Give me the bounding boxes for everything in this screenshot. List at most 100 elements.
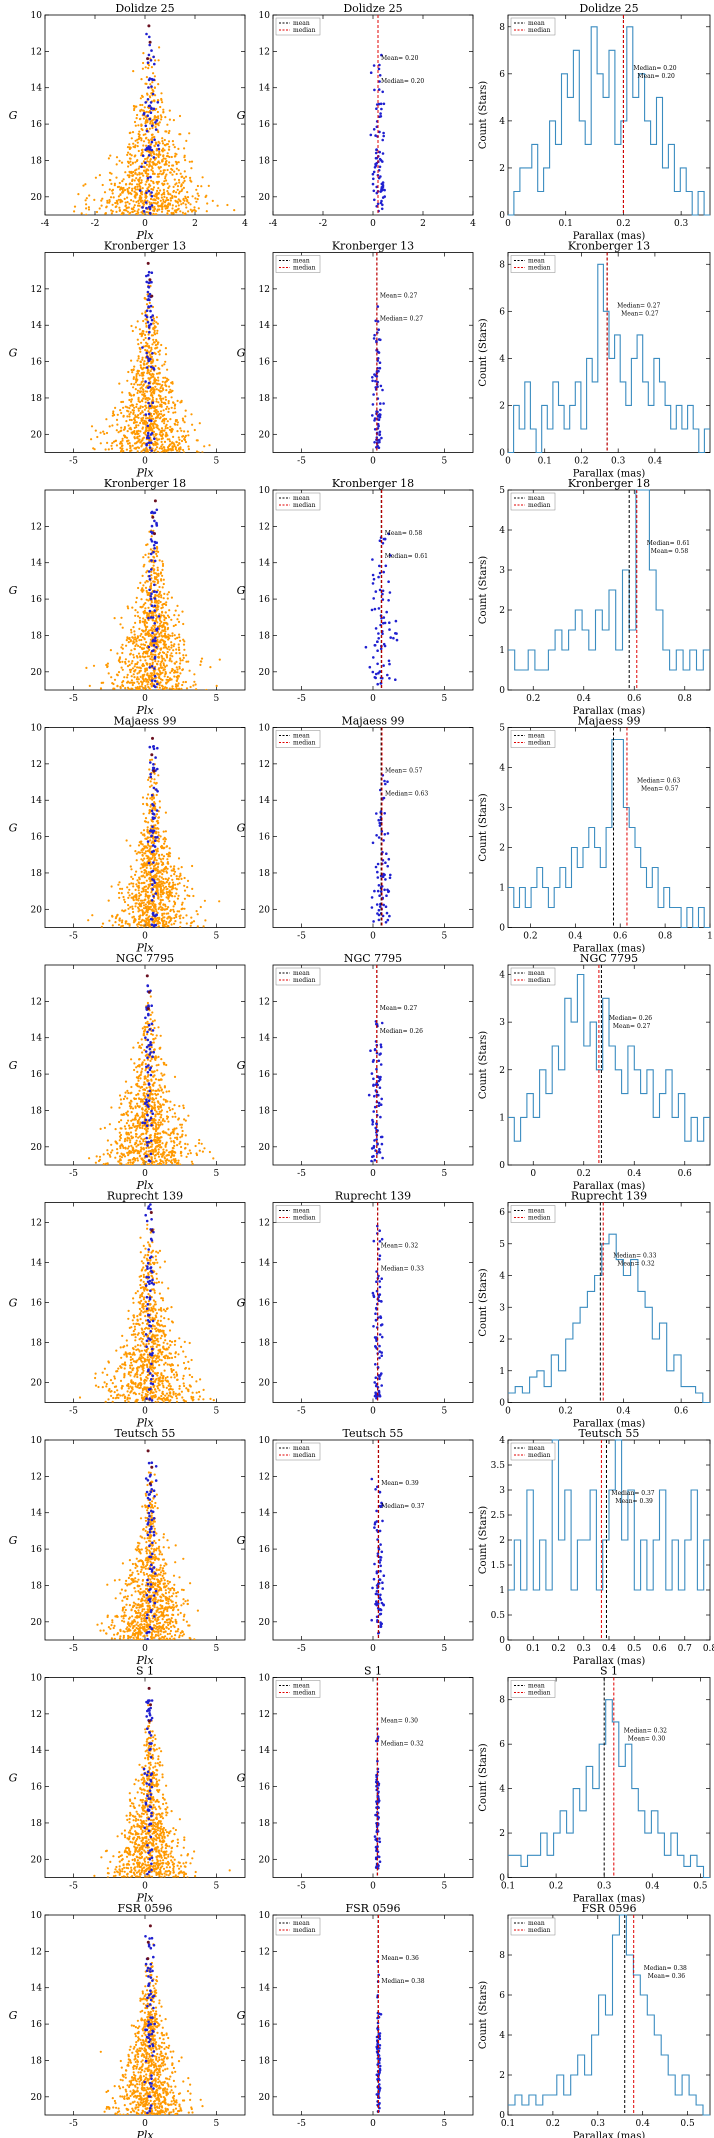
field-star-point [155, 321, 158, 324]
cmd-ytick-label: 14 [31, 796, 43, 806]
field-star-point [154, 380, 157, 383]
field-star-point [107, 672, 110, 675]
member-star-point [383, 779, 386, 783]
field-star-point [144, 348, 147, 352]
field-star-point [140, 685, 143, 688]
field-star-point [125, 436, 129, 439]
member-star-point [150, 77, 154, 81]
field-star-point [147, 179, 150, 182]
field-star-point [153, 153, 156, 156]
field-star-point [131, 174, 134, 177]
field-star-point [150, 374, 153, 377]
field-star-point [160, 193, 163, 196]
field-star-point [119, 409, 122, 412]
field-star-point [155, 793, 158, 797]
row-kronberger-18: Kronberger 18-5 0 51214161820PlxGKronberge… [9, 477, 711, 717]
member-star-point [145, 280, 148, 284]
field-star-point [177, 646, 180, 649]
field-star-point [168, 161, 171, 164]
field-star-point [171, 173, 174, 176]
field-star-point [133, 647, 136, 650]
field-star-point [111, 442, 114, 445]
member-star-point [155, 508, 159, 512]
members-ytick-label: 14 [259, 321, 271, 331]
member-star-point [153, 437, 156, 441]
members-title: Dolidze 25 [343, 2, 402, 15]
field-star-point [164, 175, 167, 178]
field-star-point [158, 617, 161, 621]
member-star-point [153, 583, 156, 587]
field-star-point [177, 894, 180, 897]
field-star-point [145, 866, 148, 870]
field-star-point [154, 848, 157, 851]
member-star-point [152, 156, 156, 159]
field-star-point [142, 565, 145, 568]
field-star-point [106, 665, 109, 668]
field-star-point [144, 199, 147, 202]
field-star-point [149, 122, 152, 125]
field-star-point [120, 426, 123, 429]
field-star-point [126, 201, 129, 204]
field-star-point [136, 656, 139, 659]
field-star-point [146, 591, 149, 594]
field-star-point [181, 188, 184, 191]
field-star-point [176, 399, 179, 402]
field-star-point [160, 173, 163, 176]
field-star-point [152, 624, 155, 627]
field-star-point [178, 114, 182, 118]
members-ytick-label: 16 [259, 358, 271, 368]
field-star-point [118, 382, 121, 385]
member-star-point [147, 337, 151, 340]
field-star-point [135, 662, 139, 666]
field-star-point [134, 124, 137, 127]
member-star-point [377, 671, 380, 675]
field-star-point [152, 611, 155, 614]
field-star-point [155, 813, 159, 816]
field-star-point [145, 611, 148, 615]
field-star-point [130, 382, 133, 386]
hist-legend-mean-label: mean [528, 20, 545, 27]
field-star-point [157, 130, 160, 134]
field-star-point [157, 925, 160, 928]
field-star-point [178, 181, 181, 184]
field-star-point [146, 93, 149, 96]
field-star-point [166, 887, 169, 890]
field-star-point [161, 429, 164, 432]
field-star-point [147, 606, 150, 609]
field-star-point [168, 444, 171, 448]
field-star-point [170, 923, 173, 926]
member-star-point [372, 920, 375, 923]
field-star-point [147, 897, 150, 900]
field-star-point [144, 336, 147, 340]
field-star-point [169, 890, 172, 893]
field-star-point [159, 189, 162, 192]
field-star-point [148, 876, 151, 880]
cmd-ytick-label: 16 [31, 120, 43, 130]
field-star-point [136, 389, 140, 392]
member-star-point [380, 107, 383, 111]
field-star-point [201, 451, 204, 453]
field-star-point [159, 662, 162, 666]
field-star-point [138, 616, 141, 619]
field-star-point [149, 905, 152, 909]
field-star-point [147, 213, 150, 215]
field-star-point [84, 199, 87, 202]
hist-ytick-label: 0 [499, 449, 505, 459]
field-star-point [142, 907, 146, 910]
field-star-point [186, 879, 190, 883]
field-star-point [163, 138, 166, 142]
field-star-point [139, 867, 142, 870]
field-star-point [130, 875, 133, 879]
member-star-point [147, 154, 151, 157]
member-star-point [377, 607, 381, 610]
field-star-point [147, 923, 150, 927]
field-star-point [182, 622, 185, 626]
member-star-point [150, 85, 153, 88]
field-star-point [141, 859, 144, 862]
field-star-point [143, 106, 146, 109]
field-star-point [161, 443, 164, 446]
field-star-point [132, 885, 135, 888]
field-star-point [134, 614, 137, 617]
member-star-point [150, 365, 153, 369]
